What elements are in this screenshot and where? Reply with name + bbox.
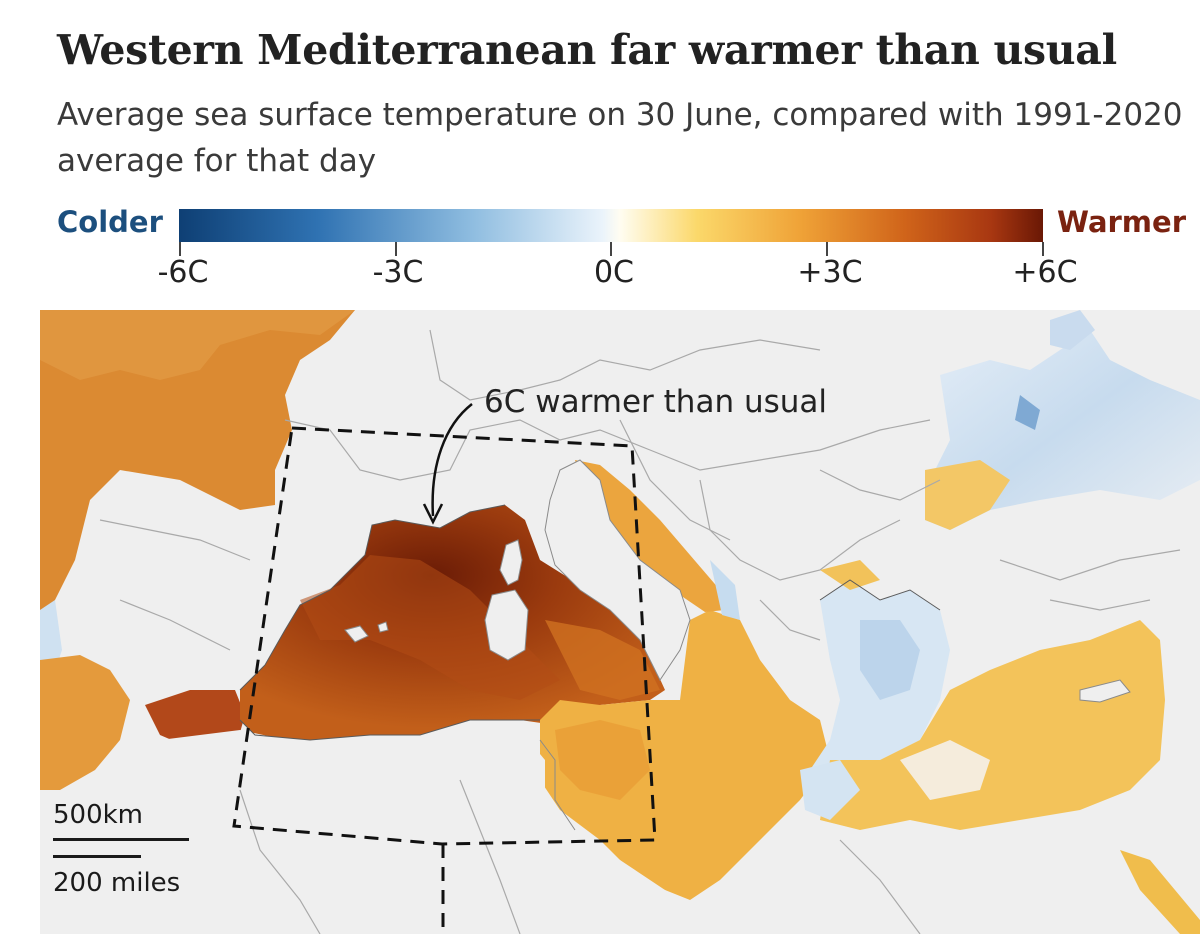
map-annotation: 6C warmer than usual (484, 384, 827, 420)
legend-warmer-label: Warmer (1056, 205, 1186, 239)
legend-tick-label: +3C (797, 255, 863, 290)
atlantic-ocean (40, 310, 355, 620)
cyprus (1079, 679, 1131, 703)
legend-tick-mark (395, 242, 397, 256)
italy-land (544, 459, 691, 681)
legend-tick-label: +6C (1012, 255, 1078, 290)
sardinia (484, 589, 529, 661)
corsica (499, 539, 523, 586)
legend-tick-label: -3C (372, 255, 424, 290)
scale-metric-bar (53, 838, 189, 841)
eastern-mediterranean (820, 620, 1165, 830)
adriatic-sea (575, 460, 725, 612)
page-subtitle: Average sea surface temperature on 30 Ju… (57, 97, 1183, 179)
page-title: Western Mediterranean far warmer than us… (57, 26, 1117, 74)
legend-color-bar (179, 209, 1043, 242)
sea-temperature-map (40, 310, 1200, 934)
scale-metric-label: 500km (53, 800, 144, 830)
legend-tick-label: 0C (593, 255, 635, 290)
alboran-sea (40, 655, 130, 790)
legend-tick-label: -6C (157, 255, 209, 290)
annotation-arrow (431, 403, 473, 517)
scale-imperial-bar (53, 855, 141, 858)
legend-colder-label: Colder (57, 205, 163, 239)
legend-tick-mark (826, 242, 828, 256)
central-mediterranean (540, 610, 830, 900)
highlight-box (232, 426, 657, 846)
legend-tick-mark (610, 242, 612, 256)
balearic-islands (344, 621, 389, 643)
scale-imperial-label: 200 miles (53, 868, 181, 898)
legend-tick-mark (1042, 242, 1044, 256)
legend-tick-mark (179, 242, 181, 256)
